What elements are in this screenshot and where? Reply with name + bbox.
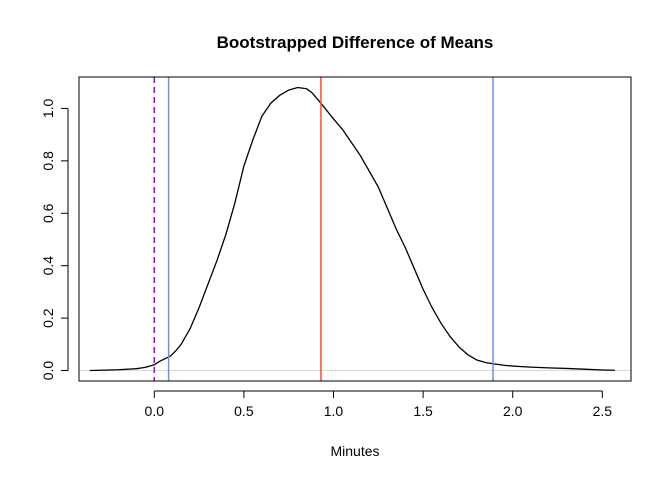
x-axis: 0.0 0.5 1.0 1.5 2.0 2.5: [145, 390, 613, 419]
chart-title: Bootstrapped Difference of Means: [217, 33, 494, 52]
x-tick-label-0: 0.0: [145, 403, 165, 419]
y-tick-label-2: 0.4: [40, 256, 56, 276]
y-tick-label-0: 0.0: [40, 361, 56, 381]
x-tick-label-1: 0.5: [234, 403, 254, 419]
x-tick-label-3: 1.5: [413, 403, 433, 419]
y-tick-label-5: 1.0: [40, 99, 56, 119]
x-tick-label-5: 2.5: [593, 403, 613, 419]
plot-frame: [78, 76, 632, 382]
y-axis: 0.0 0.2 0.4 0.6 0.8 1.0: [40, 99, 69, 381]
y-tick-label-1: 0.2: [40, 308, 56, 328]
y-tick-label-4: 0.8: [40, 151, 56, 171]
x-axis-title: Minutes: [330, 443, 379, 459]
density-curve-0: [89, 86, 615, 372]
x-tick-label-4: 2.0: [503, 403, 523, 419]
y-tick-label-3: 0.6: [40, 203, 56, 223]
x-tick-label-2: 1.0: [324, 403, 344, 419]
plot-area: [79, 77, 631, 381]
